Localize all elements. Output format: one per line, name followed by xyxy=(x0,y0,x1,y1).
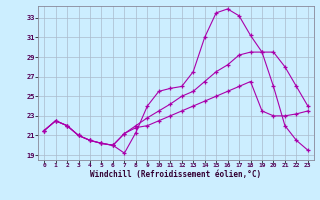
X-axis label: Windchill (Refroidissement éolien,°C): Windchill (Refroidissement éolien,°C) xyxy=(91,170,261,179)
